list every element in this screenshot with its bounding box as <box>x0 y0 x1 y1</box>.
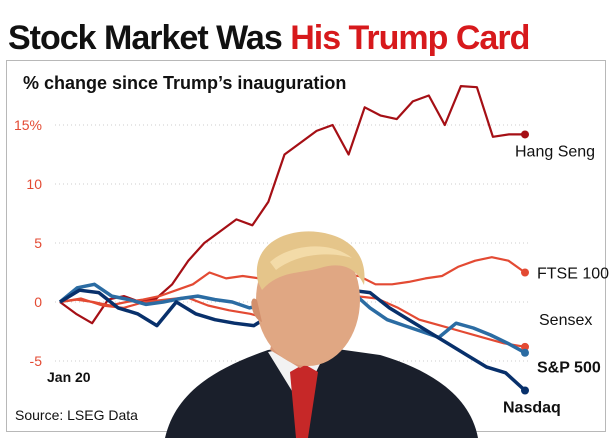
headline-part-1: Stock Market Was <box>8 19 291 57</box>
end-point-hang-seng <box>521 130 529 139</box>
y-tick-label: 10 <box>26 176 42 192</box>
x-tick-label: Jan 20 <box>47 369 91 385</box>
ear-shape <box>251 298 262 322</box>
hair-highlight <box>270 246 352 270</box>
end-point-nasdaq <box>521 386 529 395</box>
tie-shape <box>290 364 318 438</box>
trump-photo <box>165 231 478 438</box>
end-point-s-p-500 <box>521 348 529 357</box>
y-tick-label: -5 <box>30 353 43 369</box>
y-tick-label: 15% <box>14 117 42 133</box>
series-label-nasdaq: Nasdaq <box>503 400 561 417</box>
end-point-ftse-100 <box>521 268 529 277</box>
series-label-hang-seng: Hang Seng <box>515 143 595 160</box>
y-tick-label: 5 <box>34 235 42 251</box>
headline-part-2: His Trump Card <box>290 19 530 57</box>
hair-shape <box>256 231 365 290</box>
series-label-ftse-100: FTSE 100 <box>537 266 609 283</box>
chart-subtitle: % change since Trump’s inauguration <box>23 73 347 93</box>
y-tick-label: 0 <box>34 294 42 310</box>
series-label-sensex: Sensex <box>539 312 592 329</box>
end-point-sensex <box>521 342 529 351</box>
source-note: Source: LSEG Data <box>15 407 138 423</box>
series-label-s-p-500: S&P 500 <box>537 360 601 377</box>
headline: Stock Market Was His Trump Card <box>8 16 530 60</box>
suit-shape <box>165 345 478 438</box>
series-labels: Hang Seng FTSE 100 Sensex S&P 500 Nasdaq <box>503 130 609 417</box>
